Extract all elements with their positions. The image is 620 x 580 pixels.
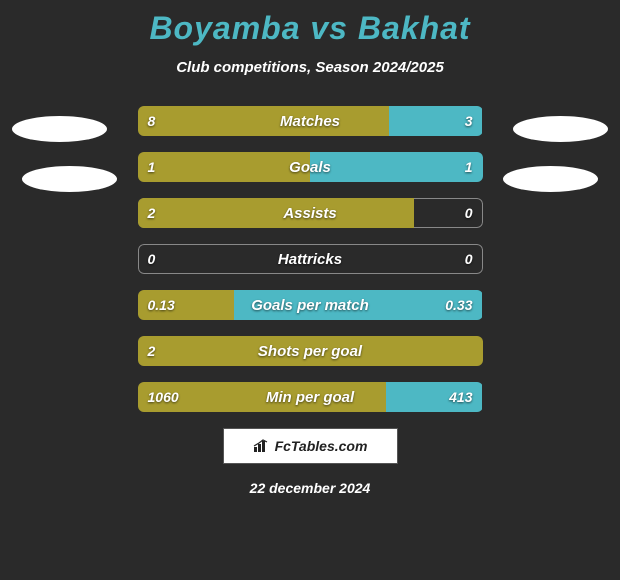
bar-label: Shots per goal bbox=[138, 336, 483, 366]
bar-row: 20Assists bbox=[138, 198, 483, 228]
bar-row: 0.130.33Goals per match bbox=[138, 290, 483, 320]
bar-row: 00Hattricks bbox=[138, 244, 483, 274]
player1-badge-2 bbox=[22, 166, 117, 192]
player2-badge-1 bbox=[513, 116, 608, 142]
bar-label: Hattricks bbox=[138, 244, 483, 274]
player1-badge-1 bbox=[12, 116, 107, 142]
bar-label: Goals bbox=[138, 152, 483, 182]
subtitle: Club competitions, Season 2024/2025 bbox=[0, 59, 620, 76]
brand-logo: FcTables.com bbox=[223, 428, 398, 464]
bar-label: Assists bbox=[138, 198, 483, 228]
bar-label: Matches bbox=[138, 106, 483, 136]
bar-row: 2Shots per goal bbox=[138, 336, 483, 366]
bar-label: Min per goal bbox=[138, 382, 483, 412]
page-title: Boyamba vs Bakhat bbox=[0, 0, 620, 47]
bars-container: 83Matches 11Goals 20Assists 00Hattricks 0.13… bbox=[138, 106, 483, 412]
comparison-chart: 83Matches 11Goals 20Assists 00Hattricks 0.13… bbox=[0, 106, 620, 412]
brand-text: FcTables.com bbox=[275, 438, 368, 454]
footer-date: 22 december 2024 bbox=[0, 480, 620, 496]
chart-icon bbox=[253, 439, 271, 453]
bar-row: 11Goals bbox=[138, 152, 483, 182]
bar-label: Goals per match bbox=[138, 290, 483, 320]
player2-badge-2 bbox=[503, 166, 598, 192]
bar-row: 1060413Min per goal bbox=[138, 382, 483, 412]
bar-row: 83Matches bbox=[138, 106, 483, 136]
